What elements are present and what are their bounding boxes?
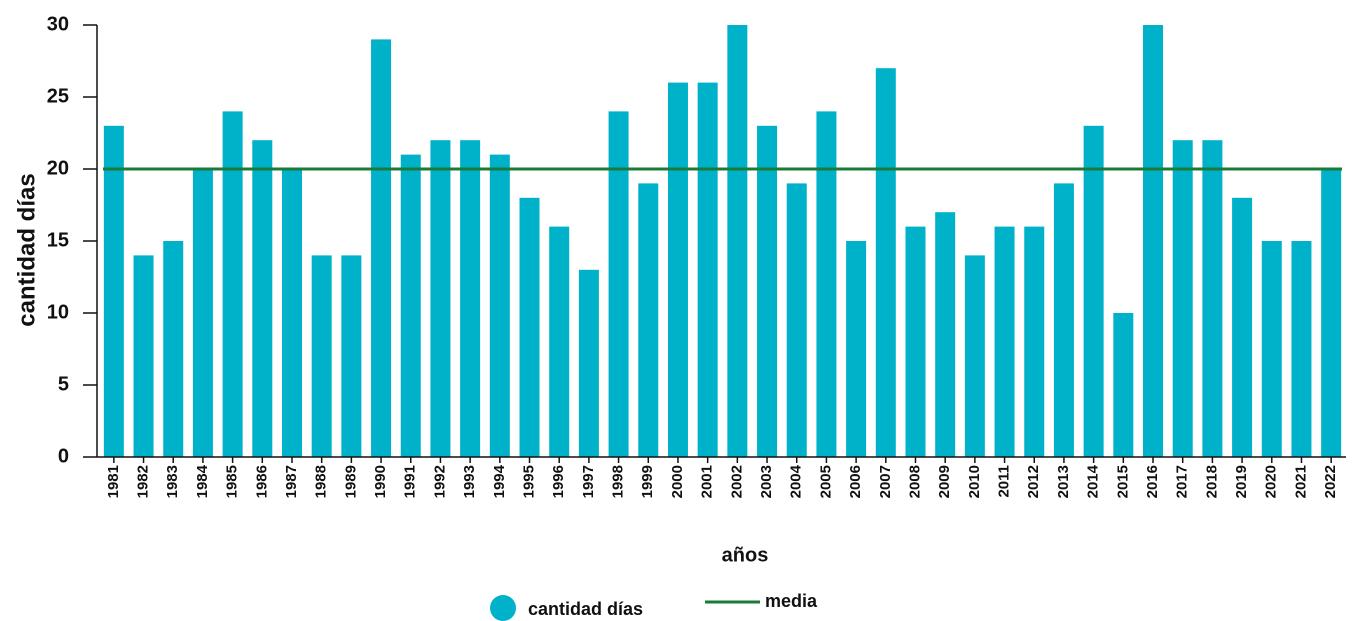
- bar: [222, 111, 243, 458]
- bar: [1202, 140, 1223, 457]
- bar: [192, 169, 213, 457]
- x-tick-label: 2013: [1055, 465, 1072, 498]
- x-tick-label: 2009: [936, 465, 953, 498]
- x-tick-label: 1988: [313, 465, 330, 498]
- bar: [163, 241, 184, 457]
- legend-label: media: [765, 591, 818, 611]
- x-tick-label: 1982: [135, 465, 152, 498]
- bar: [400, 154, 421, 457]
- x-tick-label: 1983: [164, 465, 181, 498]
- bar: [1232, 197, 1253, 458]
- bar: [489, 154, 510, 457]
- bar: [935, 212, 956, 457]
- bar: [757, 125, 778, 458]
- bar: [667, 82, 688, 457]
- bar: [1024, 226, 1045, 457]
- x-tick-label: 2002: [728, 465, 745, 498]
- x-tick-label: 2006: [847, 465, 864, 498]
- bar: [1321, 169, 1342, 457]
- bar: [1083, 125, 1104, 458]
- bar: [1053, 183, 1074, 457]
- bar: [430, 140, 451, 457]
- x-tick-label: 2004: [788, 464, 805, 498]
- y-tick-label: 25: [47, 85, 69, 107]
- bar: [846, 241, 867, 457]
- x-tick-label: 1984: [194, 464, 211, 498]
- y-tick-label: 30: [47, 13, 69, 35]
- bar: [311, 255, 332, 457]
- y-tick-label: 15: [47, 229, 69, 251]
- bar: [1291, 241, 1312, 457]
- x-tick-label: 2010: [966, 465, 983, 498]
- x-tick-label: 2001: [699, 465, 716, 498]
- x-tick-label: 1993: [461, 465, 478, 498]
- x-axis-title: años: [722, 544, 769, 566]
- bar: [549, 226, 570, 457]
- x-tick-label: 1997: [580, 465, 597, 498]
- bar: [608, 111, 629, 458]
- x-tick-label: 2018: [1203, 465, 1220, 498]
- bar: [964, 255, 985, 457]
- bar: [905, 226, 926, 457]
- bar: [1143, 25, 1164, 457]
- x-tick-label: 2020: [1263, 465, 1280, 498]
- bar: [103, 125, 124, 458]
- x-tick-label: 2016: [1144, 465, 1161, 498]
- x-tick-label: 1990: [372, 465, 389, 498]
- x-tick-label: 1989: [342, 465, 359, 498]
- x-tick-label: 1991: [402, 465, 419, 498]
- bar: [1261, 241, 1282, 457]
- x-tick-label: 2017: [1174, 465, 1191, 498]
- x-tick-label: 2014: [1085, 464, 1102, 498]
- bar: [341, 255, 362, 457]
- x-tick-label: 1981: [105, 465, 122, 498]
- bar: [786, 183, 807, 457]
- x-tick-label: 2005: [817, 465, 834, 498]
- bar: [697, 82, 718, 457]
- x-tick-label: 2022: [1322, 465, 1339, 498]
- x-tick-label: 2003: [758, 465, 775, 498]
- x-tick-label: 1995: [520, 465, 537, 498]
- legend-marker: [490, 595, 516, 621]
- x-tick-label: 1986: [253, 465, 270, 498]
- bar: [1113, 313, 1134, 457]
- bar: [816, 111, 837, 458]
- bar: [1172, 140, 1193, 457]
- x-tick-label: 1994: [491, 464, 508, 498]
- y-tick-label: 5: [58, 373, 69, 395]
- x-tick-label: 2019: [1233, 465, 1250, 498]
- bar: [994, 226, 1015, 457]
- x-tick-label: 2011: [996, 465, 1013, 498]
- legend-label: cantidad días: [528, 599, 643, 619]
- x-tick-label: 2000: [669, 465, 686, 498]
- y-tick-label: 0: [58, 445, 69, 467]
- bar: [281, 169, 302, 457]
- bar: [875, 68, 896, 457]
- bar: [133, 255, 154, 457]
- y-tick-label: 20: [47, 157, 69, 179]
- x-tick-label: 1987: [283, 465, 300, 498]
- x-tick-label: 1996: [550, 465, 567, 498]
- x-tick-label: 2007: [877, 465, 894, 498]
- bar: [519, 197, 540, 458]
- bar: [578, 269, 599, 457]
- x-tick-label: 2015: [1114, 465, 1131, 498]
- x-tick-label: 1999: [639, 465, 656, 498]
- bar: [638, 183, 659, 457]
- bar: [371, 39, 392, 458]
- x-tick-label: 2008: [906, 465, 923, 498]
- bar: [727, 25, 748, 457]
- x-tick-label: 1992: [431, 465, 448, 498]
- y-tick-label: 10: [47, 301, 69, 323]
- x-tick-label: 1998: [610, 465, 627, 498]
- bar: [460, 140, 481, 457]
- x-tick-label: 2012: [1025, 465, 1042, 498]
- x-tick-label: 1985: [224, 465, 241, 498]
- bar: [252, 140, 273, 457]
- y-axis-title: cantidad días: [13, 173, 40, 326]
- x-tick-label: 2021: [1292, 465, 1309, 498]
